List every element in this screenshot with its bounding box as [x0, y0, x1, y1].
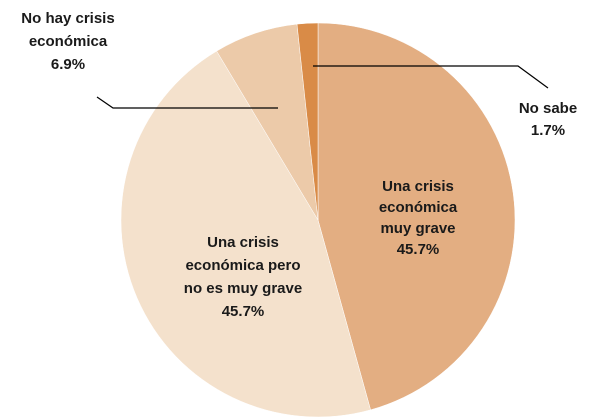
- leader-line: [313, 65, 549, 89]
- pie-slice: [317, 22, 516, 411]
- leader-line: [96, 96, 278, 109]
- value-label: 45.7%: [397, 241, 440, 258]
- pie-slice: [120, 50, 371, 417]
- value-label: 1.7%: [531, 122, 565, 139]
- slice-label: No sabe: [519, 100, 577, 117]
- slice-label: Una crisis: [382, 178, 454, 195]
- slice-label: económica: [29, 33, 108, 50]
- pie-slice: [296, 22, 319, 221]
- value-label: 6.9%: [51, 56, 85, 73]
- slice-label: muy grave: [380, 220, 455, 237]
- value-label: 45.7%: [222, 303, 265, 320]
- slice-label: económica: [379, 199, 458, 216]
- slice-label: económica pero: [185, 257, 300, 274]
- slice-label: no es muy grave: [184, 280, 302, 297]
- slice-label: Una crisis: [207, 234, 279, 251]
- slice-label: No hay crisis: [21, 10, 114, 27]
